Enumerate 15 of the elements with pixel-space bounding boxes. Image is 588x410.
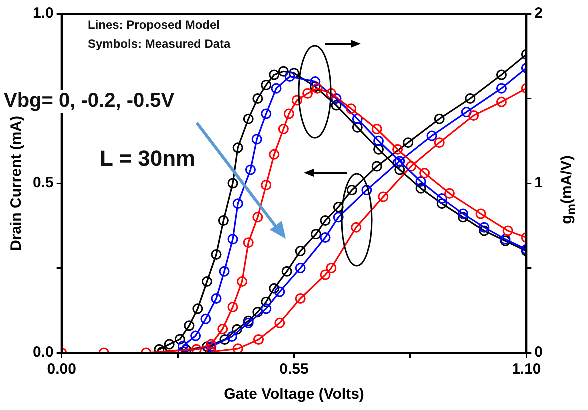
y2-tick-label: 2 xyxy=(534,5,543,22)
x-tick-label: 1.10 xyxy=(512,361,542,378)
y-axis-title: Drain Current (mA) xyxy=(8,116,26,252)
y-tick-label: 0.0 xyxy=(32,344,54,362)
annotation: L = 30nm xyxy=(100,146,196,172)
annotation: Lines: Proposed Model xyxy=(88,18,220,32)
y-tick-label: 1.0 xyxy=(32,5,54,22)
y2-tick-label: 0 xyxy=(534,344,543,362)
x-tick-label: 0.55 xyxy=(280,361,309,378)
annotation: Symbols: Measured Data xyxy=(88,37,231,51)
y-tick-label: 0.5 xyxy=(32,174,54,192)
annotation: Vbg= 0, -0.2, -0.5V xyxy=(4,90,175,113)
x-tick-label: 0.00 xyxy=(47,361,76,378)
y2-tick-label: 1 xyxy=(534,174,543,192)
x-axis-title: Gate Voltage (Volts) xyxy=(224,386,364,404)
